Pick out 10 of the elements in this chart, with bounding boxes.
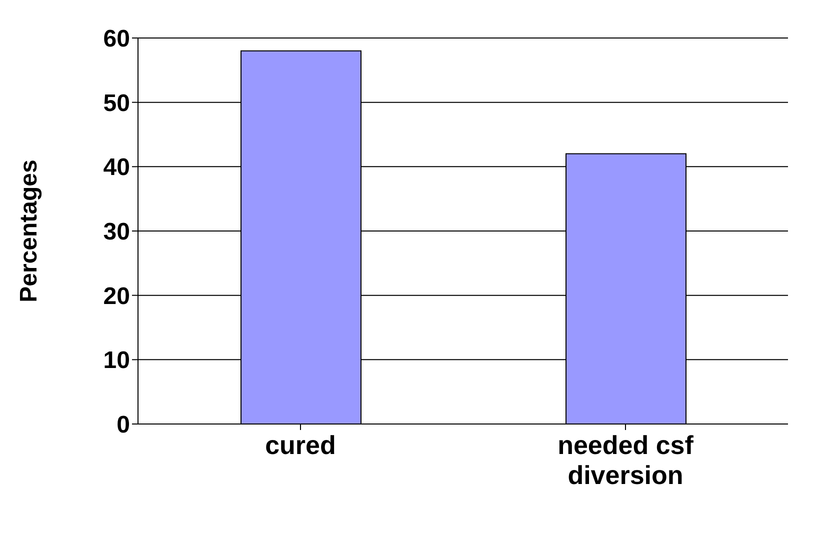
y-tick-label: 40 [103,154,130,182]
y-tick-label: 10 [103,347,130,374]
y-axis-title: Percentages [16,160,43,302]
y-tick-label: 60 [103,26,130,53]
y-tick-label: 0 [116,412,130,439]
x-tick-label: cured [265,430,336,460]
y-tick-label: 30 [103,218,130,246]
y-tick-label: 50 [103,90,130,117]
x-tick-label: needed csf diversion [558,430,694,490]
y-tick-label: 20 [103,282,130,310]
